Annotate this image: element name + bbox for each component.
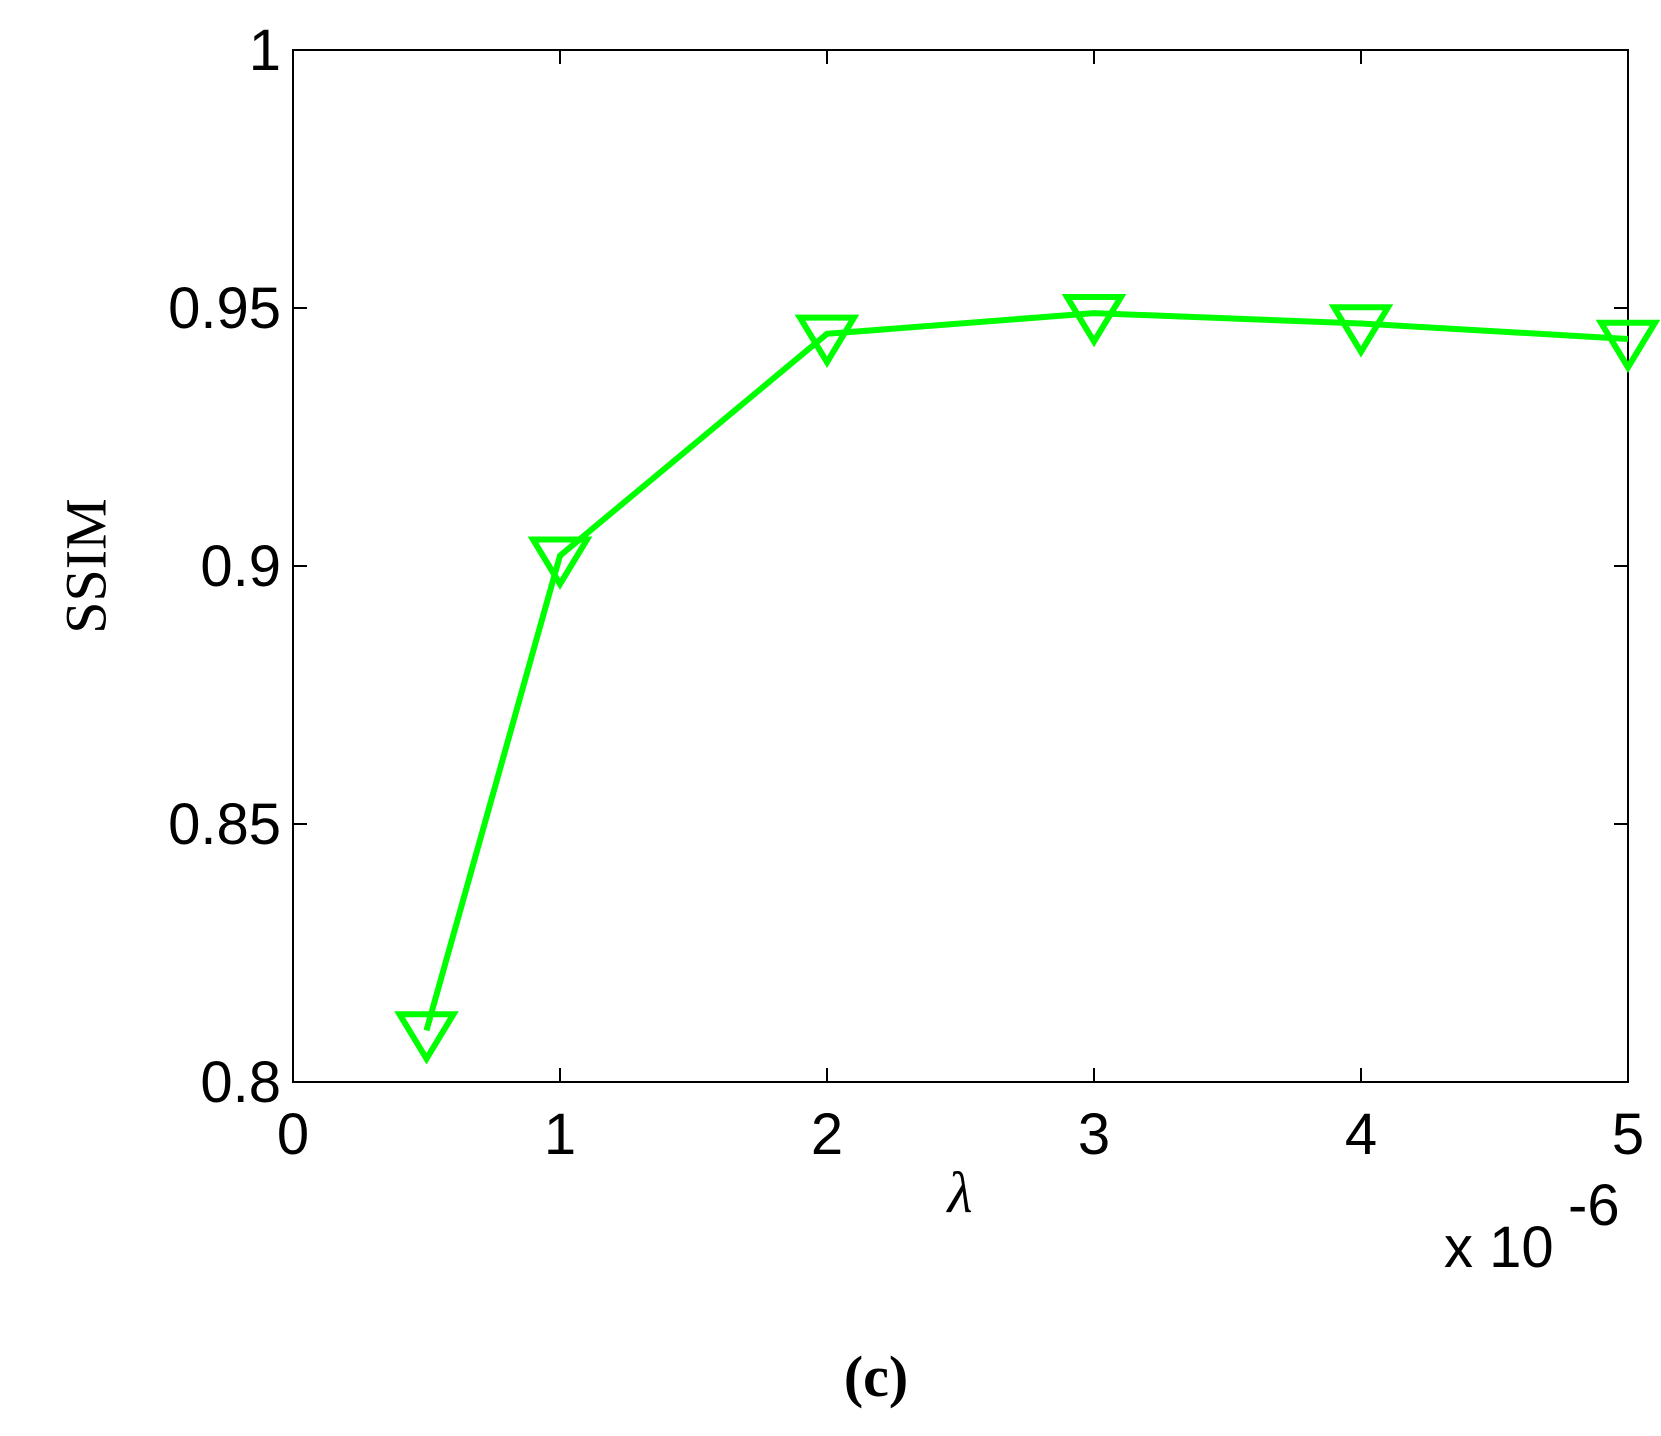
y-axis-label: SSIM — [53, 498, 118, 633]
marker — [1595, 319, 1661, 374]
x-tick-label: 2 — [811, 1102, 843, 1167]
marker — [794, 314, 860, 368]
caption: (c) — [844, 1344, 908, 1409]
x-multiplier-exponent: -6 — [1568, 1173, 1620, 1238]
y-tick-label: 0.9 — [200, 534, 281, 599]
y-tick-label: 0.8 — [200, 1050, 281, 1115]
marker — [394, 1011, 459, 1065]
x-tick-label: 5 — [1612, 1102, 1644, 1167]
y-tick-label: 1 — [249, 18, 281, 83]
marker — [1328, 304, 1394, 358]
plot-frame — [292, 49, 1629, 1083]
y-tick-label: 0.95 — [168, 276, 281, 341]
marker — [1061, 293, 1127, 348]
x-tick-label: 0 — [277, 1102, 309, 1167]
x-tick-label: 4 — [1345, 1102, 1377, 1167]
x-tick-label: 3 — [1078, 1102, 1110, 1167]
x-tick-label: 1 — [544, 1102, 576, 1167]
data-line — [423, 310, 1629, 1032]
marker — [527, 536, 593, 590]
y-tick-label: 0.85 — [168, 792, 281, 857]
x-axis-label: λ — [945, 1160, 972, 1225]
x-multiplier: x 10 — [1444, 1215, 1554, 1280]
